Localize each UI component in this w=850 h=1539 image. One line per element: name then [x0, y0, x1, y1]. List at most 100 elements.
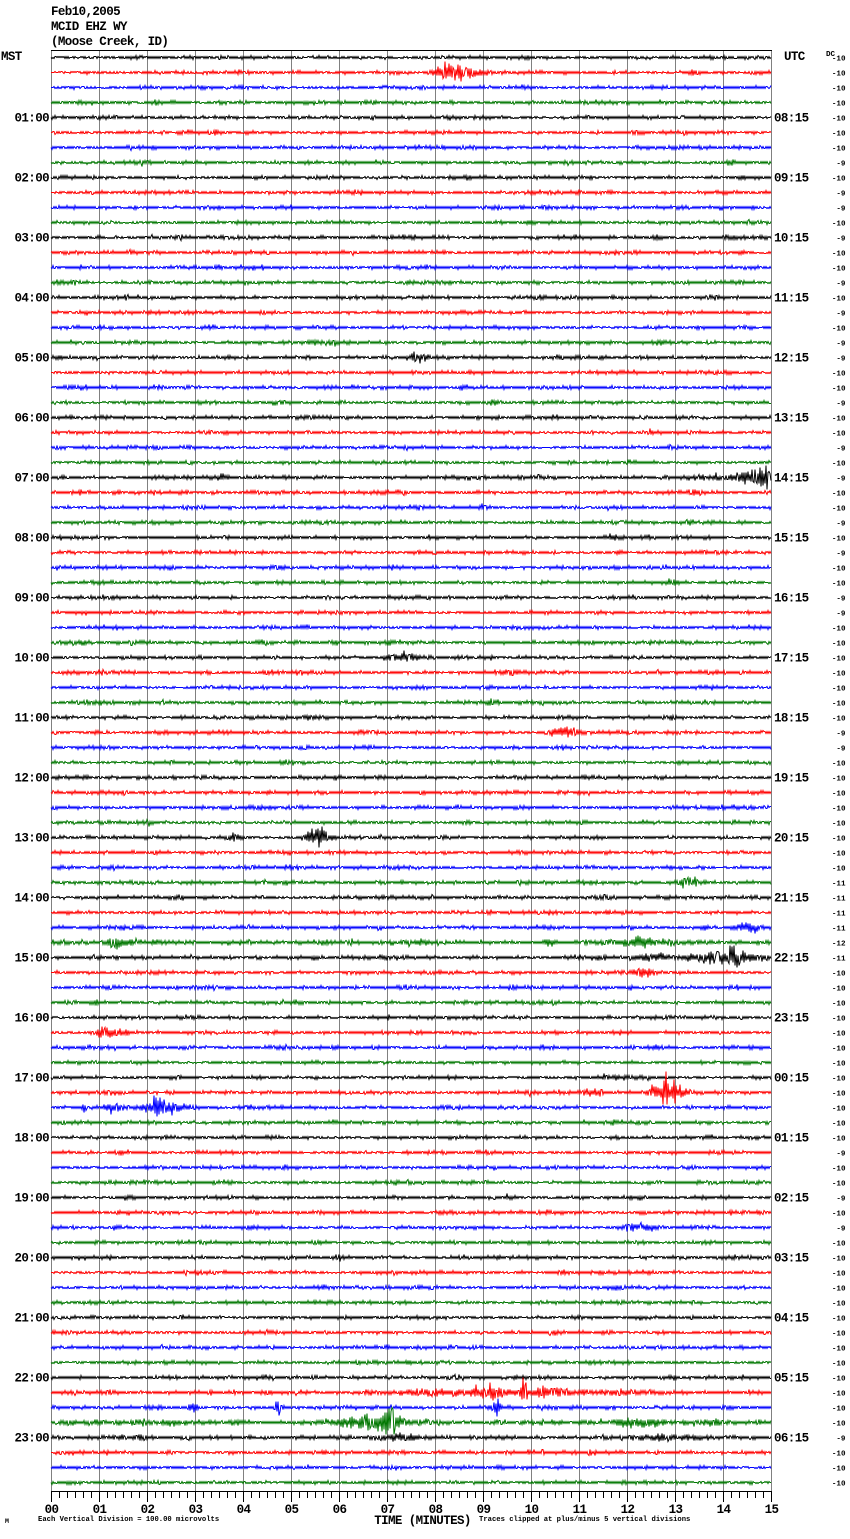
svg-text:17:15: 17:15: [774, 652, 809, 666]
svg-text:08: 08: [429, 1503, 443, 1517]
svg-text:-10: -10: [832, 715, 846, 723]
svg-text:-10: -10: [832, 100, 846, 108]
svg-text:-10: -10: [832, 250, 846, 258]
svg-text:-10: -10: [832, 1345, 846, 1353]
svg-text:-10: -10: [832, 370, 846, 378]
svg-text:-10: -10: [832, 1465, 846, 1473]
svg-text:-10: -10: [832, 1375, 846, 1383]
svg-text:-10: -10: [832, 1405, 846, 1413]
svg-text:-10: -10: [832, 760, 846, 768]
svg-text:-10: -10: [832, 55, 846, 63]
svg-text:11:15: 11:15: [774, 292, 809, 306]
svg-text:-10: -10: [832, 700, 846, 708]
svg-text:-10: -10: [832, 115, 846, 123]
svg-text:UTC: UTC: [784, 50, 806, 64]
svg-text:-10: -10: [832, 1315, 846, 1323]
svg-text:-10: -10: [832, 790, 846, 798]
svg-text:15: 15: [765, 1503, 779, 1517]
svg-text:02:00: 02:00: [14, 172, 49, 186]
svg-text:-10: -10: [832, 1105, 846, 1113]
svg-text:04:15: 04:15: [774, 1312, 809, 1326]
svg-text:-10: -10: [832, 655, 846, 663]
svg-text:16:15: 16:15: [774, 592, 809, 606]
svg-text:-10: -10: [832, 130, 846, 138]
svg-text:-9: -9: [836, 745, 846, 753]
svg-text:-10: -10: [832, 1480, 846, 1488]
svg-text:21:00: 21:00: [14, 1312, 49, 1326]
svg-text:03:15: 03:15: [774, 1252, 809, 1266]
svg-text:12:00: 12:00: [14, 772, 49, 786]
svg-text:-11: -11: [832, 895, 846, 903]
svg-text:-10: -10: [832, 1390, 846, 1398]
svg-text:-10: -10: [832, 295, 846, 303]
svg-text:14:15: 14:15: [774, 472, 809, 486]
svg-text:-10: -10: [832, 505, 846, 513]
svg-text:02: 02: [141, 1503, 155, 1517]
svg-text:-10: -10: [832, 1210, 846, 1218]
svg-text:-10: -10: [832, 1180, 846, 1188]
svg-text:07:00: 07:00: [14, 472, 49, 486]
svg-text:03: 03: [189, 1503, 203, 1517]
svg-text:-10: -10: [832, 775, 846, 783]
svg-text:-9: -9: [836, 475, 846, 483]
svg-text:08:15: 08:15: [774, 112, 809, 126]
svg-text:-10: -10: [832, 1120, 846, 1128]
svg-text:-10: -10: [832, 985, 846, 993]
svg-text:-10: -10: [832, 1030, 846, 1038]
svg-text:13:15: 13:15: [774, 412, 809, 426]
svg-text:-11: -11: [832, 910, 846, 918]
svg-text:-10: -10: [832, 850, 846, 858]
svg-text:-10: -10: [832, 1240, 846, 1248]
svg-text:-10: -10: [832, 820, 846, 828]
svg-text:-10: -10: [832, 535, 846, 543]
svg-text:14: 14: [717, 1503, 732, 1517]
svg-text:-9: -9: [836, 400, 846, 408]
svg-text:-10: -10: [832, 1045, 846, 1053]
svg-text:-9: -9: [836, 355, 846, 363]
svg-text:Traces clipped at plus/minus 5: Traces clipped at plus/minus 5 vertical …: [479, 1516, 690, 1524]
svg-text:15:00: 15:00: [14, 952, 49, 966]
svg-text:-10: -10: [832, 565, 846, 573]
svg-text:-10: -10: [832, 805, 846, 813]
svg-text:Feb10,2005: Feb10,2005: [51, 5, 120, 19]
svg-text:-9: -9: [836, 1195, 846, 1203]
svg-text:04:00: 04:00: [14, 292, 49, 306]
svg-text:00: 00: [45, 1503, 59, 1517]
svg-text:-9: -9: [836, 235, 846, 243]
svg-text:-10: -10: [832, 1360, 846, 1368]
svg-text:-9: -9: [836, 160, 846, 168]
svg-text:-9: -9: [836, 610, 846, 618]
svg-text:-9: -9: [836, 310, 846, 318]
svg-text:-10: -10: [832, 175, 846, 183]
svg-text:-10: -10: [832, 430, 846, 438]
svg-text:11:00: 11:00: [14, 712, 49, 726]
svg-text:-9: -9: [836, 1435, 846, 1443]
svg-text:-10: -10: [832, 85, 846, 93]
svg-text:-10: -10: [832, 1330, 846, 1338]
svg-text:-9: -9: [836, 1225, 846, 1233]
svg-text:05:00: 05:00: [14, 352, 49, 366]
svg-text:16:00: 16:00: [14, 1012, 49, 1026]
svg-text:-10: -10: [832, 1060, 846, 1068]
svg-text:-9: -9: [836, 280, 846, 288]
svg-text:(Moose Creek, ID): (Moose Creek, ID): [51, 35, 168, 49]
svg-text:-11: -11: [832, 955, 846, 963]
svg-text:-10: -10: [832, 490, 846, 498]
svg-text:-10: -10: [832, 1075, 846, 1083]
svg-text:13: 13: [669, 1503, 683, 1517]
svg-text:-9: -9: [836, 445, 846, 453]
svg-text:-10: -10: [832, 145, 846, 153]
svg-text:13:00: 13:00: [14, 832, 49, 846]
svg-text:22:00: 22:00: [14, 1372, 49, 1386]
svg-text:-12: -12: [832, 940, 846, 948]
svg-text:01: 01: [93, 1503, 107, 1517]
svg-text:-10: -10: [832, 220, 846, 228]
svg-text:-9: -9: [836, 205, 846, 213]
svg-text:11: 11: [573, 1503, 587, 1517]
svg-text:04: 04: [237, 1503, 252, 1517]
svg-text:-10: -10: [832, 580, 846, 588]
svg-text:-10: -10: [832, 1270, 846, 1278]
svg-text:05: 05: [285, 1503, 299, 1517]
svg-text:10:00: 10:00: [14, 652, 49, 666]
svg-text:-10: -10: [832, 670, 846, 678]
